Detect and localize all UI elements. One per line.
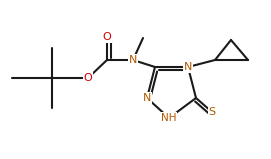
Text: N: N <box>184 62 192 72</box>
Text: O: O <box>103 32 111 42</box>
Text: NH: NH <box>161 113 177 123</box>
Text: S: S <box>208 107 215 117</box>
Text: N: N <box>143 93 151 103</box>
Text: O: O <box>84 73 92 83</box>
Text: N: N <box>129 55 137 65</box>
